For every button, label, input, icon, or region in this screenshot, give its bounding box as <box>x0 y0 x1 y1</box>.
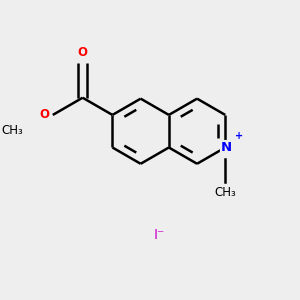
Text: +: + <box>235 131 243 141</box>
Text: O: O <box>40 108 50 122</box>
Text: I⁻: I⁻ <box>154 227 165 242</box>
Text: CH₃: CH₃ <box>1 124 23 137</box>
Text: O: O <box>78 46 88 59</box>
Text: N: N <box>221 141 232 154</box>
Text: CH₃: CH₃ <box>214 186 236 199</box>
